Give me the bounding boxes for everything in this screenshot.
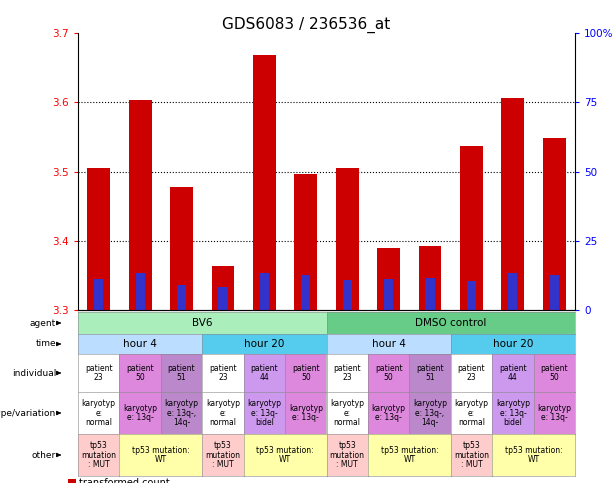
Bar — [508, 273, 517, 310]
Bar — [218, 287, 227, 310]
Bar — [170, 187, 193, 310]
Bar — [294, 173, 317, 310]
Text: karyotyp
e: 13q-: karyotyp e: 13q- — [371, 404, 406, 422]
Bar — [177, 285, 186, 310]
Text: karyotyp
e: 13q-,
14q-: karyotyp e: 13q-, 14q- — [413, 399, 447, 427]
Text: patient
50: patient 50 — [541, 364, 568, 383]
Text: patient
50: patient 50 — [292, 364, 319, 383]
Text: patient
23: patient 23 — [333, 364, 361, 383]
Text: hour 4: hour 4 — [371, 339, 406, 349]
Bar — [425, 278, 435, 310]
Text: agent: agent — [30, 318, 56, 327]
Text: transformed count: transformed count — [79, 478, 170, 483]
Text: individual: individual — [12, 369, 56, 378]
Bar — [543, 138, 566, 310]
Text: patient
44: patient 44 — [499, 364, 527, 383]
Text: karyotyp
e: 13q-,
14q-: karyotyp e: 13q-, 14q- — [164, 399, 199, 427]
Bar — [501, 98, 524, 310]
Bar — [129, 100, 151, 310]
Text: tp53 mutation:
WT: tp53 mutation: WT — [256, 446, 314, 464]
Text: karyotyp
e:
normal: karyotyp e: normal — [82, 399, 116, 427]
Text: karyotyp
e: 13q-: karyotyp e: 13q- — [537, 404, 571, 422]
Text: karyotyp
e: 13q-: karyotyp e: 13q- — [289, 404, 323, 422]
Text: other: other — [32, 451, 56, 459]
Text: karyotyp
e: 13q-
bidel: karyotyp e: 13q- bidel — [248, 399, 281, 427]
Text: GDS6083 / 236536_at: GDS6083 / 236536_at — [223, 17, 390, 33]
Text: karyotyp
e:
normal: karyotyp e: normal — [454, 399, 489, 427]
Text: tp53
mutation
: MUT: tp53 mutation : MUT — [81, 441, 116, 469]
Bar — [384, 279, 393, 310]
Text: patient
23: patient 23 — [458, 364, 485, 383]
Text: patient
23: patient 23 — [209, 364, 237, 383]
Bar — [87, 168, 110, 310]
Text: tp53
mutation
: MUT: tp53 mutation : MUT — [330, 441, 365, 469]
Bar — [94, 279, 103, 310]
Text: patient
23: patient 23 — [85, 364, 113, 383]
Text: hour 4: hour 4 — [123, 339, 157, 349]
Text: patient
51: patient 51 — [168, 364, 196, 383]
Bar — [253, 55, 276, 310]
Bar — [419, 245, 441, 310]
Text: patient
51: patient 51 — [416, 364, 444, 383]
Text: karyotyp
e:
normal: karyotyp e: normal — [330, 399, 364, 427]
Text: karyotyp
e: 13q-: karyotyp e: 13q- — [123, 404, 157, 422]
Text: tp53
mutation
: MUT: tp53 mutation : MUT — [205, 441, 240, 469]
Bar — [377, 248, 400, 310]
Text: patient
44: patient 44 — [251, 364, 278, 383]
Bar — [467, 281, 476, 310]
Text: DMSO control: DMSO control — [415, 318, 487, 328]
Bar — [135, 273, 145, 310]
Text: tp53 mutation:
WT: tp53 mutation: WT — [381, 446, 438, 464]
Text: BV6: BV6 — [192, 318, 213, 328]
Text: patient
50: patient 50 — [375, 364, 403, 383]
Bar — [301, 275, 310, 310]
Text: genotype/variation: genotype/variation — [0, 409, 56, 417]
Text: tp53 mutation:
WT: tp53 mutation: WT — [504, 446, 562, 464]
Bar — [343, 280, 352, 310]
Text: tp53 mutation:
WT: tp53 mutation: WT — [132, 446, 189, 464]
Bar — [550, 275, 559, 310]
Bar — [336, 168, 359, 310]
Bar — [211, 266, 234, 310]
Text: hour 20: hour 20 — [493, 339, 533, 349]
Bar — [260, 273, 269, 310]
Text: tp53
mutation
: MUT: tp53 mutation : MUT — [454, 441, 489, 469]
Text: patient
50: patient 50 — [126, 364, 154, 383]
Text: karyotyp
e:
normal: karyotyp e: normal — [206, 399, 240, 427]
Bar — [460, 146, 483, 310]
Text: hour 20: hour 20 — [244, 339, 284, 349]
Text: karyotyp
e: 13q-
bidel: karyotyp e: 13q- bidel — [496, 399, 530, 427]
Text: time: time — [36, 340, 56, 349]
